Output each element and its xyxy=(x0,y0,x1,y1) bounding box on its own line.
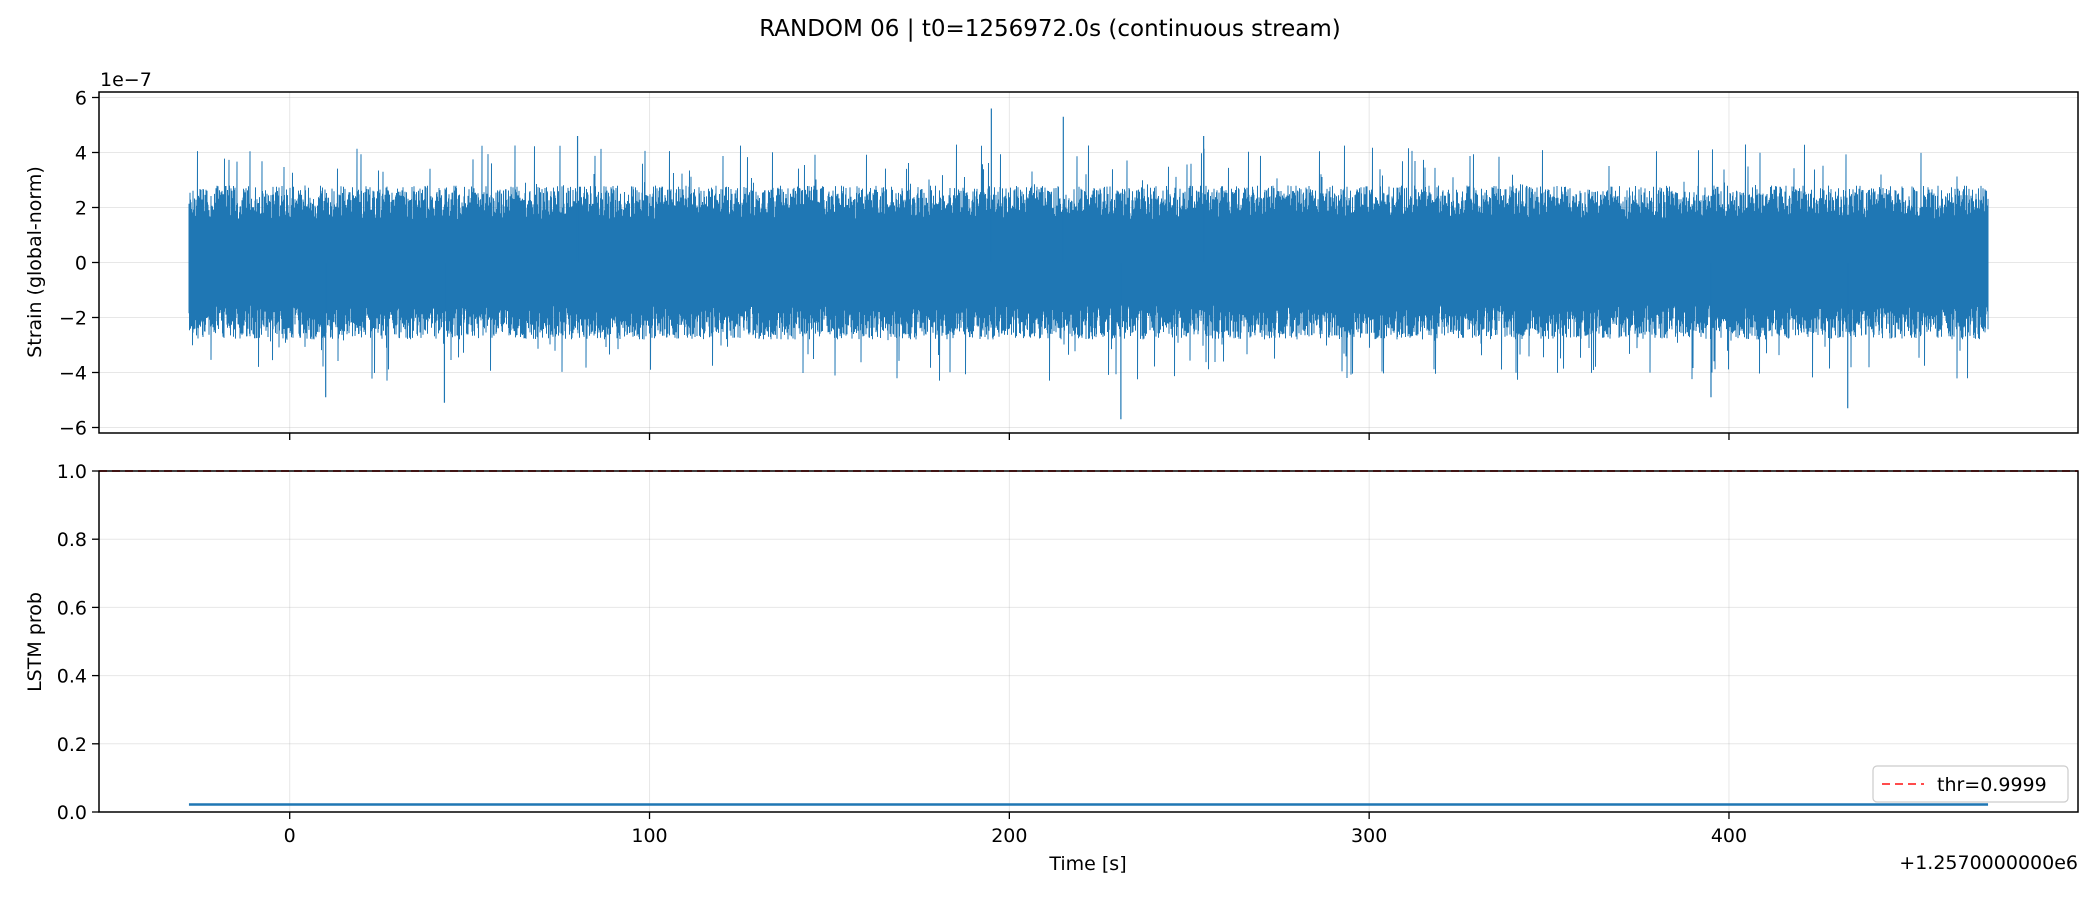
strain-exponent-label: 1e−7 xyxy=(100,69,152,91)
strain-y-tick-label: 6 xyxy=(75,88,87,110)
strain-y-tick-label: −4 xyxy=(59,363,87,385)
lstm-y-tick-label: 0.2 xyxy=(57,734,87,756)
lstm-y-axis-label: LSTM prob xyxy=(24,592,46,692)
lstm-panel: 0.0 0.2 0.4 0.6 0.8 1.0 0 100 200 300 400 LSTM pr… xyxy=(24,461,2079,875)
figure-title: RANDOM 06 | t0=1256972.0s (continuous st… xyxy=(759,16,1341,42)
lstm-x-tick-label: 100 xyxy=(631,825,667,847)
lstm-axes-frame xyxy=(98,470,2079,813)
lstm-y-tick-label: 0.4 xyxy=(57,666,87,688)
strain-y-ticks: −6 −4 −2 0 2 4 6 xyxy=(59,88,99,440)
strain-y-axis-label: Strain (global-norm) xyxy=(24,166,46,358)
lstm-y-tick-label: 0.8 xyxy=(57,529,87,551)
strain-y-tick-label: 2 xyxy=(75,198,87,220)
strain-panel: −6 −4 −2 0 2 4 6 1e−7 Strain (global-norm) xyxy=(24,69,2079,440)
strain-noise-path xyxy=(188,144,1989,381)
x-offset-label: +1.2570000000e6 xyxy=(1899,852,2078,874)
lstm-x-tick-label: 300 xyxy=(1351,825,1387,847)
strain-y-tick-label: 4 xyxy=(75,143,87,165)
lstm-y-tick-label: 0.6 xyxy=(57,597,87,619)
lstm-y-tick-label: 0.0 xyxy=(57,802,87,824)
strain-y-tick-label: −6 xyxy=(59,418,87,440)
x-axis-label: Time [s] xyxy=(1048,853,1126,875)
strain-y-tick-label: 0 xyxy=(75,253,87,275)
legend: thr=0.9999 xyxy=(1872,765,2069,803)
strain-trace xyxy=(188,108,1989,420)
lstm-x-ticks: 0 100 200 300 400 xyxy=(284,812,1747,847)
lstm-x-tick-label: 400 xyxy=(1711,825,1747,847)
lstm-y-ticks: 0.0 0.2 0.4 0.6 0.8 1.0 xyxy=(57,461,99,824)
lstm-x-tick-label: 200 xyxy=(991,825,1027,847)
lstm-x-tick-label: 0 xyxy=(284,825,296,847)
strain-x-ticks xyxy=(289,433,1730,440)
lstm-y-tick-label: 1.0 xyxy=(57,461,87,483)
legend-threshold-label: thr=0.9999 xyxy=(1937,774,2047,796)
legend-box xyxy=(1872,765,2069,803)
strain-y-tick-label: −2 xyxy=(59,308,87,330)
